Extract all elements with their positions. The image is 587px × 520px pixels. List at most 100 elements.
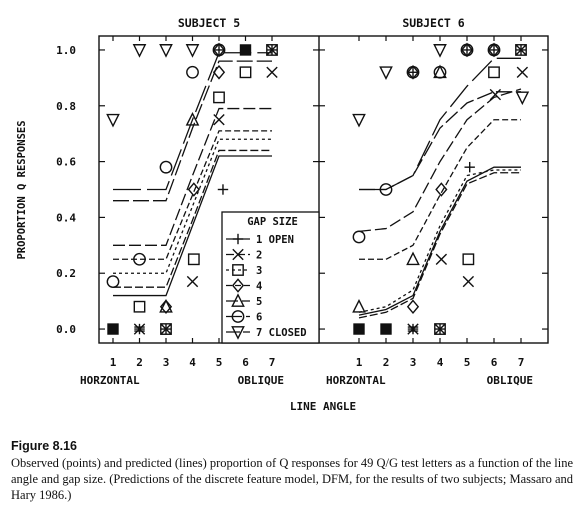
observed-point-gap-6 xyxy=(159,160,173,174)
x-tick-label: 2 xyxy=(383,356,390,369)
observed-point-gap-4 xyxy=(435,182,448,197)
triangle-shape xyxy=(231,293,245,307)
circle-shape xyxy=(106,275,120,288)
overlap-filled-square xyxy=(239,44,252,56)
x-tick-label: 3 xyxy=(163,356,170,369)
predicted-line-gap-3 xyxy=(358,169,521,313)
marker-diamond xyxy=(460,42,474,58)
predicted-line-gap-7 xyxy=(113,52,272,191)
y-tick-label: 0.4 xyxy=(56,211,76,224)
marker-triangle-up xyxy=(231,293,245,307)
x-tick-label: 4 xyxy=(189,356,196,369)
caption-text: Observed (points) and predicted (lines) … xyxy=(11,456,574,502)
overlap-filled-square xyxy=(380,323,392,335)
marker-plus xyxy=(134,323,145,335)
x-stroke xyxy=(160,323,172,335)
observed-point-gap-5 xyxy=(352,298,366,313)
x-end-label-left: HORZONTAL xyxy=(80,374,140,387)
diamond-shape xyxy=(231,278,245,293)
triangle-shape xyxy=(352,298,366,313)
observed-point-gap-3 xyxy=(488,66,500,79)
observed-point-gap-7 xyxy=(132,44,147,58)
triangle-shape xyxy=(159,298,173,313)
overlap-overlap-circle xyxy=(406,64,420,80)
observed-point-gap-5 xyxy=(159,298,173,313)
overlap-overlap-circle xyxy=(212,42,226,58)
x-tick-label: 6 xyxy=(242,356,249,369)
marker-x xyxy=(434,323,446,335)
y-tick-label: 0.8 xyxy=(56,100,76,113)
triangle-shape xyxy=(515,91,530,106)
figure: 0.0 0.2 0.4 0.6 0.8 1.0 PROPORTION Q RESPONSES… xyxy=(16,16,549,413)
observed-point-gap-7 xyxy=(106,113,120,128)
filled-square xyxy=(380,323,392,335)
marker-plus xyxy=(515,44,527,56)
observed-point-gap-5 xyxy=(185,111,200,126)
square-shape xyxy=(462,253,475,266)
observed-point-gap-2 xyxy=(489,88,502,101)
triangle-shape xyxy=(231,326,245,340)
x-stroke xyxy=(462,275,475,288)
x-axis-label: LINE ANGLE xyxy=(290,400,356,413)
overlap-overlap-triangle xyxy=(433,64,447,79)
predicted-line-gap-2 xyxy=(113,149,272,288)
observed-point-gap-3 xyxy=(213,91,225,104)
marker-circle xyxy=(433,65,447,79)
square-shape xyxy=(488,66,500,79)
observed-point-gap-2 xyxy=(435,253,448,265)
x-stroke xyxy=(435,253,448,265)
diamond-shape xyxy=(406,64,420,80)
observed-point-gap-7 xyxy=(159,44,173,58)
y-tick-label: 0.6 xyxy=(56,156,76,169)
marker-diamond xyxy=(487,42,501,58)
overlap-overlap-circle xyxy=(460,42,474,58)
legend-title: GAP SIZE xyxy=(247,216,298,228)
observed-point-gap-2 xyxy=(266,66,278,78)
x-tick-label: 7 xyxy=(518,356,525,369)
observed-point-gap-2 xyxy=(186,275,199,288)
plot-frame xyxy=(98,35,549,344)
x-stroke xyxy=(489,88,502,101)
x-stroke xyxy=(266,66,278,78)
x-tick-label: 5 xyxy=(216,356,223,369)
marker-plus xyxy=(407,67,419,78)
overlap-filled-square xyxy=(107,323,119,335)
overlap-overlap-square xyxy=(266,44,278,56)
x-tick-label: 4 xyxy=(437,356,444,369)
diamond-shape xyxy=(159,299,173,315)
circle-shape xyxy=(231,310,245,323)
diamond-shape xyxy=(212,42,226,58)
triangle-shape xyxy=(352,113,366,128)
y-axis-label: PROPORTION Q RESPONSES xyxy=(16,120,28,259)
triangle-shape xyxy=(185,44,200,58)
x-stroke xyxy=(186,275,199,288)
legend-label: 2 xyxy=(256,250,262,262)
legend-label: 3 xyxy=(256,265,262,277)
panel-1: SUBJECT 5 1 2 3 4 5 6 7 HORZONTAL OBLIQUE xyxy=(80,16,284,387)
legend-box xyxy=(221,211,320,344)
panel-2: SUBJECT 6 1 2 3 4 5 6 7 HORZONTAL OBLIQUE xyxy=(326,16,533,387)
marker-plus xyxy=(213,44,225,56)
overlap-overlap-cross xyxy=(434,323,446,335)
diamond-shape xyxy=(487,42,501,58)
predicted-line-gap-1 xyxy=(113,155,272,297)
diamond-shape xyxy=(212,64,226,80)
predicted-line-gap-1 xyxy=(358,166,521,316)
circle-shape xyxy=(159,160,173,174)
observed-point-gap-3 xyxy=(187,253,200,266)
marker-diamond xyxy=(406,64,420,80)
marker-diamond xyxy=(212,42,226,58)
circle-shape xyxy=(133,252,146,266)
marker-plus xyxy=(407,323,419,335)
marker-triangle-up xyxy=(433,64,447,79)
marker-triangle-down xyxy=(231,326,245,340)
filled-square xyxy=(353,323,365,335)
x-tick-label: 6 xyxy=(491,356,498,369)
observed-point-gap-2 xyxy=(516,66,529,78)
observed-point-gap-6 xyxy=(106,275,120,288)
marker-x xyxy=(160,323,172,335)
square-shape xyxy=(239,66,252,79)
observed-point-gap-2 xyxy=(213,114,225,126)
marker-circle xyxy=(231,310,245,323)
overlap-overlap-x xyxy=(133,323,146,335)
